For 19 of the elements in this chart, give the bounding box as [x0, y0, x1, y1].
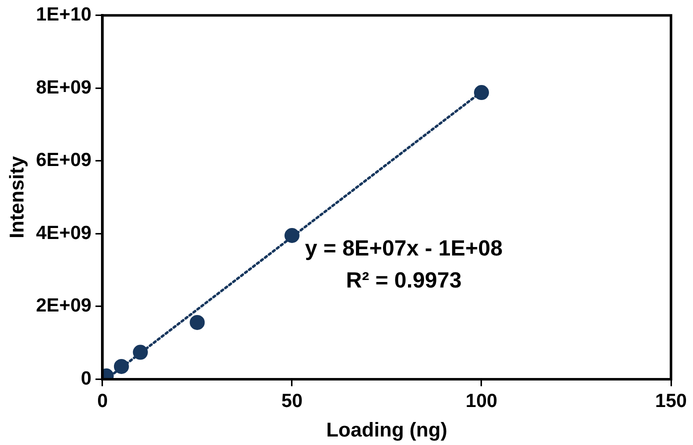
annotation: y = 8E+07x - 1E+08 [305, 236, 503, 261]
x-tick-label: 50 [281, 390, 303, 412]
point [474, 85, 489, 100]
x-axis-title: Loading (ng) [326, 420, 448, 442]
x-tick-label: 150 [655, 390, 687, 412]
y-tick-label: 8E+09 [36, 77, 92, 98]
x-tick-label: 100 [466, 390, 498, 412]
annotation: R² = 0.9973 [346, 268, 462, 293]
y-tick-label: 0 [80, 368, 92, 390]
point [284, 228, 300, 243]
y-tick-label: 6E+09 [36, 150, 92, 172]
point [132, 344, 148, 360]
y-tick-label: 1E+10 [36, 4, 92, 26]
y-tick-label: 2E+09 [36, 296, 92, 317]
point [114, 358, 129, 374]
y-tick-label: 4E+09 [36, 222, 92, 244]
y-axis-title: Intensity [6, 155, 29, 238]
x-tick-label: 0 [97, 390, 108, 412]
point [190, 314, 205, 330]
